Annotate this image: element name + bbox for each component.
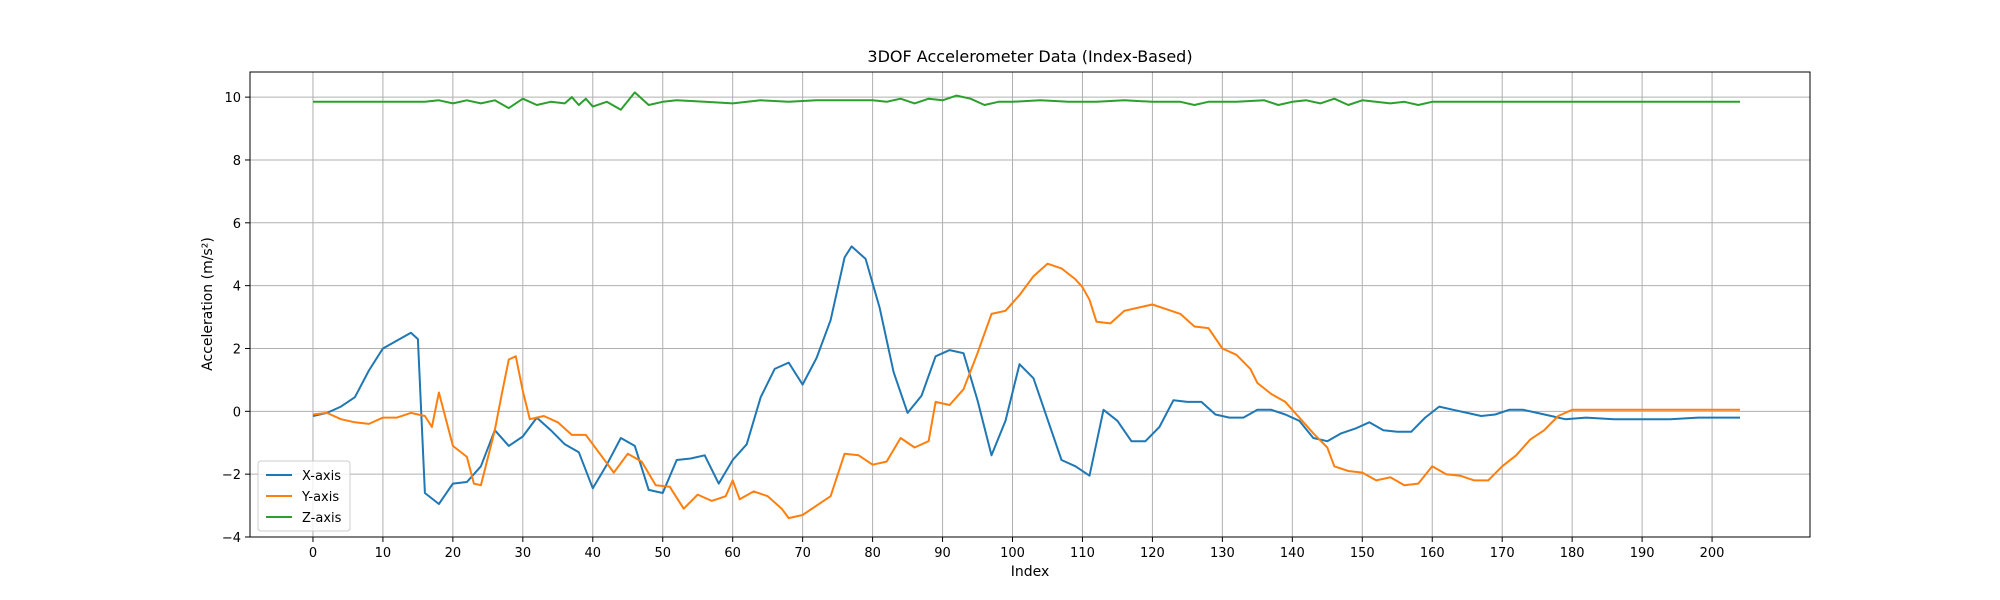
x-tick-label: 70 <box>794 546 811 561</box>
y-tick-label: 8 <box>233 154 241 169</box>
x-axis-label: Index <box>1011 564 1050 580</box>
y-tick-label: 2 <box>233 342 241 357</box>
x-tick-label: 0 <box>309 546 317 561</box>
x-tick-label: 180 <box>1560 546 1585 561</box>
x-tick-label: 20 <box>445 546 462 561</box>
x-tick-label: 80 <box>864 546 881 561</box>
x-tick-label: 170 <box>1490 546 1515 561</box>
x-tick-label: 200 <box>1700 546 1725 561</box>
x-tick-label: 120 <box>1140 546 1165 561</box>
y-tick-label: 0 <box>233 405 241 420</box>
chart-title: 3DOF Accelerometer Data (Index-Based) <box>867 47 1192 66</box>
legend-label: Z-axis <box>302 511 342 526</box>
y-tick-label: 10 <box>224 91 241 106</box>
x-tick-label: 100 <box>1000 546 1025 561</box>
x-tick-label: 190 <box>1630 546 1655 561</box>
legend-label: X-axis <box>302 469 341 484</box>
x-tick-label: 90 <box>934 546 951 561</box>
x-ticks: 0 10 20 30 40 50 60 70 80 90 100 110 120 130 140 150 160… <box>309 537 1725 561</box>
series-line-z-axis <box>313 91 1740 111</box>
legend-label: Y-axis <box>301 490 339 505</box>
y-tick-label: −2 <box>222 468 241 483</box>
x-tick-label: 60 <box>724 546 741 561</box>
plot-lines <box>312 91 1740 520</box>
y-ticks: −4 −2 0 2 4 6 8 10 <box>222 91 250 546</box>
series-line-x-axis <box>312 245 1740 505</box>
x-tick-label: 140 <box>1280 546 1305 561</box>
x-tick-label: 10 <box>375 546 392 561</box>
legend-box <box>257 460 351 532</box>
x-tick-label: 110 <box>1070 546 1095 561</box>
series-line-y-axis <box>312 262 1740 520</box>
x-tick-label: 30 <box>515 546 532 561</box>
y-tick-label: 4 <box>233 280 241 295</box>
x-tick-label: 40 <box>585 546 602 561</box>
x-tick-label: 160 <box>1420 546 1445 561</box>
y-tick-label: −4 <box>222 531 241 546</box>
legend: X-axis Y-axis Z-axis <box>257 460 351 532</box>
x-tick-label: 50 <box>654 546 671 561</box>
x-tick-label: 130 <box>1210 546 1235 561</box>
x-tick-label: 150 <box>1350 546 1375 561</box>
y-axis-label: Acceleration (m/s²) <box>200 237 216 371</box>
y-tick-label: 6 <box>233 217 241 232</box>
plot-frame <box>249 71 1811 538</box>
